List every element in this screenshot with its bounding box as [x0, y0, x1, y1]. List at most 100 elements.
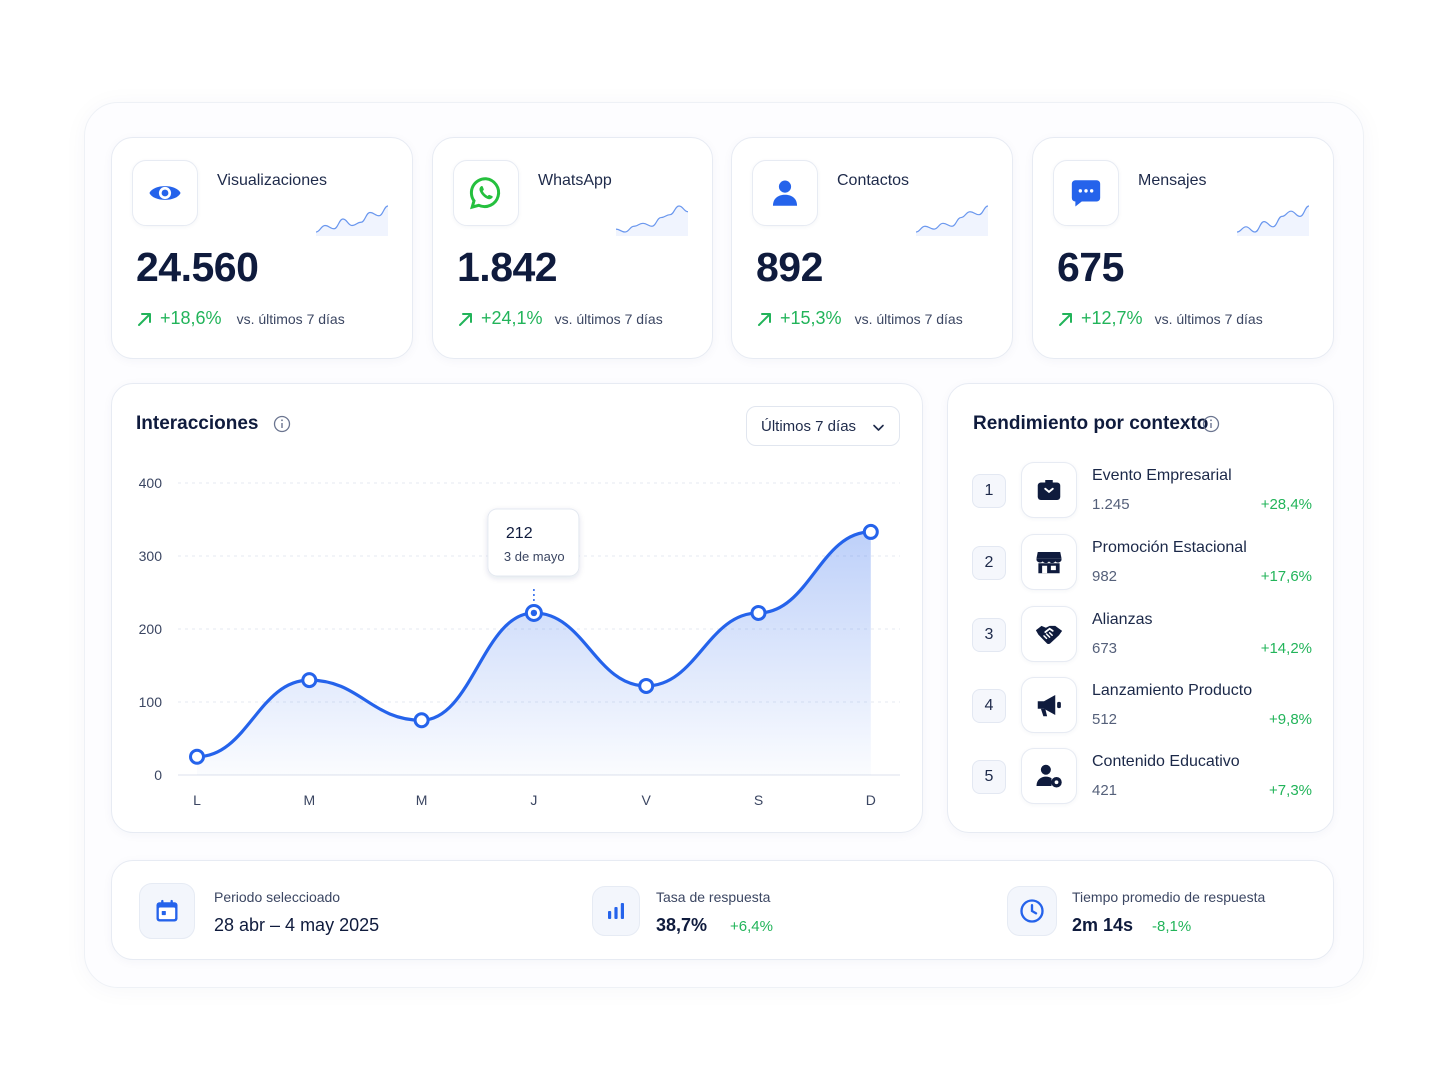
user-icon-box — [752, 160, 818, 226]
rank-change: +28,4% — [1260, 496, 1312, 513]
y-tick-label: 0 — [154, 767, 162, 783]
rank-change: +9,8% — [1269, 711, 1312, 728]
kpi-card-whatsapp[interactable]: WhatsApp 1.842 +24,1% vs. últimos 7 días — [432, 137, 713, 359]
briefcase-icon — [1037, 480, 1061, 500]
tooltip-box — [487, 508, 580, 577]
x-tick-label: S — [754, 792, 763, 808]
clock-icon-box — [1007, 886, 1057, 936]
chat-icon-box — [1053, 160, 1119, 226]
time-value: 2m 14s — [1072, 915, 1134, 935]
trend-caption: vs. últimos 7 días — [854, 310, 963, 327]
rank-value: 982 — [1092, 568, 1118, 585]
y-tick-label: 300 — [139, 548, 163, 564]
trend-value: +15,3% — [780, 308, 842, 328]
range-dropdown[interactable]: Últimos 7 días — [746, 406, 900, 446]
x-tick-label: D — [866, 792, 876, 808]
rank-name: Promoción Estacional — [1092, 539, 1247, 556]
kpi-card-contacts[interactable]: Contactos 892 +15,3% vs. últimos 7 días — [731, 137, 1013, 359]
time-delta: -8,1% — [1152, 918, 1192, 935]
time-label: Tiempo promedio de respuesta — [1072, 889, 1266, 905]
tooltip-date: 3 de mayo — [504, 549, 565, 564]
interactions-card: 0 100 200 300 400 L M M J V S D 212 3 de mayo Intera… — [111, 383, 923, 833]
user-settings-icon-box — [1021, 748, 1077, 804]
sparkline-area — [616, 206, 688, 236]
y-tick-label: 400 — [139, 475, 163, 491]
rank-number: 5 — [972, 760, 1006, 794]
kpi-trend: +12,7% vs. últimos 7 días — [1057, 308, 1263, 329]
kpi-label: Contactos — [837, 172, 910, 189]
x-tick-label: M — [303, 792, 315, 808]
chevron-down-icon — [873, 424, 884, 431]
kpi-trend: +24,1% vs. últimos 7 días — [457, 308, 663, 329]
kpi-label: Visualizaciones — [217, 172, 327, 189]
rank-value: 673 — [1092, 640, 1118, 657]
kpi-trend: +15,3% vs. últimos 7 días — [756, 308, 963, 329]
series-area — [197, 531, 871, 775]
trend-caption: vs. últimos 7 días — [1154, 310, 1263, 327]
trend-value: +18,6% — [160, 308, 222, 328]
tooltip-value: 212 — [506, 525, 533, 542]
kpi-value: 24.560 — [136, 244, 259, 290]
kpi-value: 892 — [756, 244, 823, 290]
rank-name: Alianzas — [1092, 611, 1153, 628]
kpi-card-views[interactable]: Visualizaciones 24.560 +18,6% vs. último… — [111, 137, 413, 359]
period-value[interactable]: 28 abr – 4 may 2025 — [214, 915, 380, 935]
x-tick-label: L — [193, 792, 201, 808]
sparkline-area — [1237, 206, 1309, 236]
user-icon — [772, 180, 798, 206]
trend-value: +24,1% — [481, 308, 543, 328]
interactions-title: Interacciones — [136, 413, 259, 434]
sparkline-path — [315, 205, 389, 233]
calendar-icon-box — [139, 883, 195, 939]
rate-label: Tasa de respuesta — [656, 889, 771, 905]
bar-chart-icon — [608, 903, 624, 919]
data-point[interactable] — [413, 712, 430, 729]
ranking-item[interactable]: 4 Lanzamiento Producto 512 +9,8% — [972, 677, 1312, 737]
data-point[interactable] — [750, 604, 767, 621]
ranking-item[interactable]: 5 Contenido Educativo 421 +7,3% — [972, 748, 1312, 808]
ranking-item[interactable]: 1 Evento Empresarial 1.245 +28,4% — [972, 462, 1312, 522]
rank-number: 2 — [972, 546, 1006, 580]
whatsapp-icon — [469, 177, 501, 210]
store-icon-box — [1021, 534, 1077, 590]
ranking-item[interactable]: 2 Promoción Estacional 982 +17,6% — [972, 534, 1312, 594]
user-settings-icon — [1036, 764, 1062, 788]
sparkline-path — [1236, 205, 1310, 233]
info-icon[interactable] — [273, 415, 291, 433]
rank-change: +7,3% — [1269, 782, 1312, 799]
kpi-trend: +18,6% vs. últimos 7 días — [136, 308, 345, 329]
rank-value: 512 — [1092, 711, 1118, 728]
rank-value: 1.245 — [1092, 496, 1130, 513]
kpi-card-messages[interactable]: Mensajes 675 +12,7% vs. últimos 7 días — [1032, 137, 1334, 359]
data-point[interactable] — [189, 748, 205, 765]
kpi-label: WhatsApp — [538, 172, 612, 189]
rate-delta: +6,4% — [730, 918, 773, 935]
rank-number: 4 — [972, 689, 1006, 723]
y-tick-label: 100 — [139, 694, 163, 710]
data-point[interactable] — [862, 523, 879, 540]
sparkline — [915, 205, 989, 236]
eye-icon-box — [132, 160, 198, 226]
handshake-icon-box — [1021, 606, 1077, 662]
x-tick-label: J — [530, 792, 537, 808]
trend-up-icon — [138, 312, 151, 326]
kpi-value: 675 — [1057, 244, 1124, 290]
context-performance-card: Rendimiento por contexto 1 Evento Empres… — [947, 383, 1334, 833]
trend-value: +12,7% — [1081, 308, 1143, 328]
rank-name: Evento Empresarial — [1092, 467, 1232, 484]
trend-caption: vs. últimos 7 días — [236, 310, 345, 327]
ranking-item[interactable]: 3 Alianzas 673 +14,2% — [972, 606, 1312, 666]
megaphone-icon-box — [1021, 677, 1077, 733]
sparkline — [315, 205, 389, 236]
sparkline-path — [615, 205, 689, 233]
x-tick-label: V — [642, 792, 652, 808]
briefcase-icon-box — [1021, 462, 1077, 518]
data-point[interactable] — [638, 677, 655, 694]
data-point-highlight — [530, 609, 538, 617]
calendar-icon — [156, 899, 178, 922]
interactions-chart: 0 100 200 300 400 L M M J V S D 212 3 de mayo — [139, 475, 900, 808]
data-point[interactable] — [301, 672, 318, 689]
rank-number: 3 — [972, 618, 1006, 652]
info-icon[interactable] — [1202, 415, 1220, 433]
rank-number: 1 — [972, 474, 1006, 508]
